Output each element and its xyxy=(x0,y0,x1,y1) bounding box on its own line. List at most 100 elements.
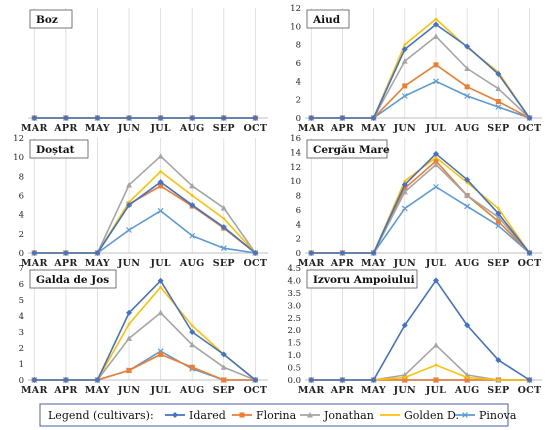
x-tick-label-sep: SEP xyxy=(213,123,235,134)
point-golden-d-jul xyxy=(159,285,163,289)
point-golden-d-jul xyxy=(434,363,438,367)
y-tick-label: 14 xyxy=(290,148,301,158)
series-idared xyxy=(31,179,259,256)
panel-title: Aiud xyxy=(312,14,341,26)
point-florina-aug xyxy=(189,364,195,370)
y-tick-label: 1 xyxy=(19,360,24,370)
y-tick-label: 12 xyxy=(290,163,301,173)
series-line-golden-d xyxy=(311,156,531,254)
x-tick-label-apr: APR xyxy=(53,385,77,396)
point-golden-d-jun xyxy=(127,322,131,326)
panel-title-box xyxy=(306,9,350,29)
point-pinova-sep xyxy=(495,104,502,110)
point-idared-jun xyxy=(401,181,408,188)
panel-title-box xyxy=(306,139,388,159)
y-tick-label: 0 xyxy=(19,376,24,386)
y-tick-label: 3.5 xyxy=(287,289,301,299)
point-florina-jun xyxy=(126,367,132,373)
y-tick-label: 4 xyxy=(19,211,24,221)
point-idared-mar xyxy=(31,115,38,121)
point-idared-may xyxy=(370,115,377,121)
x-tick-label-oct: OCT xyxy=(243,385,267,396)
x-tick-label-sep: SEP xyxy=(487,258,509,269)
x-tick-label-mar: MAR xyxy=(298,123,325,134)
point-florina-sep xyxy=(221,377,227,383)
y-tick-label: 2 xyxy=(19,344,24,354)
series-golden-d xyxy=(309,17,531,120)
point-jonathan-jun xyxy=(401,188,408,195)
x-tick-label-oct: OCT xyxy=(518,385,542,396)
panel-title: Doștat xyxy=(36,144,75,156)
point-idared-aug xyxy=(189,202,196,209)
point-golden-d-jun xyxy=(403,43,407,47)
x-tick-label-aug: AUG xyxy=(179,123,205,134)
series-idared xyxy=(308,277,533,383)
point-idared-apr xyxy=(339,115,346,121)
point-jonathan-sep xyxy=(495,214,502,220)
point-golden-d-jul xyxy=(434,156,438,159)
x-tick-label-sep: SEP xyxy=(213,258,235,269)
point-jonathan-jun xyxy=(126,181,133,188)
y-tick-label: 0.0 xyxy=(287,376,301,386)
series-line-golden-d xyxy=(34,170,256,254)
panel-title: Boz xyxy=(36,14,58,26)
panel-title: Izvoru Ampoiului xyxy=(313,274,415,286)
legend-label-idared: Idared xyxy=(189,409,226,422)
point-jonathan-jul xyxy=(157,309,164,316)
x-tick-label-aug: AUG xyxy=(454,123,480,134)
point-pinova-jul xyxy=(433,78,439,85)
legend-box xyxy=(39,403,509,427)
x-tick-label-may: MAY xyxy=(361,258,386,269)
y-tick-label: 0.5 xyxy=(287,364,301,374)
point-florina-jul xyxy=(433,158,439,164)
y-tick-label: 1.0 xyxy=(287,351,301,361)
point-jonathan-jul xyxy=(432,161,439,168)
y-tick-label: 5 xyxy=(19,296,24,306)
point-idared-mar xyxy=(308,377,315,383)
legend-item-idared: Idared xyxy=(165,409,226,422)
series-idared xyxy=(308,150,533,256)
point-golden-d-sep xyxy=(496,207,500,210)
point-idared-jun xyxy=(126,309,133,316)
point-idared-aug xyxy=(464,176,471,183)
chart-panel-boz: MAR APR MAY JUN JUL AUG SEP OCT Boz xyxy=(21,8,268,134)
point-florina-jun xyxy=(402,185,408,191)
point-golden-d-jun xyxy=(403,179,407,183)
point-idared-jul xyxy=(432,277,439,284)
x-tick-label-mar: MAR xyxy=(298,385,325,396)
x-tick-label-may: MAY xyxy=(85,385,110,396)
y-tick-label: 8 xyxy=(296,192,301,202)
point-idared-sep xyxy=(495,71,502,77)
x-tick-label-jun: JUN xyxy=(117,123,140,134)
x-tick-label-aug: AUG xyxy=(179,258,205,269)
point-idared-oct xyxy=(252,377,259,383)
x-tick-label-apr: APR xyxy=(330,385,354,396)
y-tick-label: 10 xyxy=(13,153,24,163)
x-tick-label-oct: OCT xyxy=(518,258,542,269)
point-golden-d-jul xyxy=(434,17,438,21)
point-idared-oct xyxy=(526,377,533,383)
series-idared xyxy=(31,277,259,383)
y-tick-label: 2.0 xyxy=(287,326,301,336)
point-idared-mar xyxy=(31,377,38,383)
panel-title-box xyxy=(306,269,418,289)
y-tick-label: 0 xyxy=(296,114,301,124)
series-line-jonathan xyxy=(311,344,530,381)
point-pinova-sep xyxy=(220,245,227,252)
x-tick-label-may: MAY xyxy=(361,123,386,134)
point-golden-d-aug xyxy=(190,194,194,197)
x-tick-label-apr: APR xyxy=(53,258,77,269)
point-florina-jul xyxy=(433,62,439,68)
chart-panel-izvoru-ampoiului: 0.0 0.5 1.0 1.5 2.0 2.5 3.0 3.5 4.0 4.5 MAR APR MAY J… xyxy=(287,264,542,396)
y-tick-label: 2 xyxy=(19,230,24,240)
x-tick-label-mar: MAR xyxy=(21,258,48,269)
x-tick-label-jun: JUN xyxy=(117,258,140,269)
point-pinova-jul xyxy=(157,207,164,214)
point-jonathan-sep xyxy=(220,204,227,211)
point-idared-jul xyxy=(157,179,164,186)
legend-marker xyxy=(307,412,313,418)
legend-marker xyxy=(239,412,245,418)
point-florina-sep xyxy=(495,218,501,224)
y-tick-label: 8 xyxy=(19,172,24,182)
